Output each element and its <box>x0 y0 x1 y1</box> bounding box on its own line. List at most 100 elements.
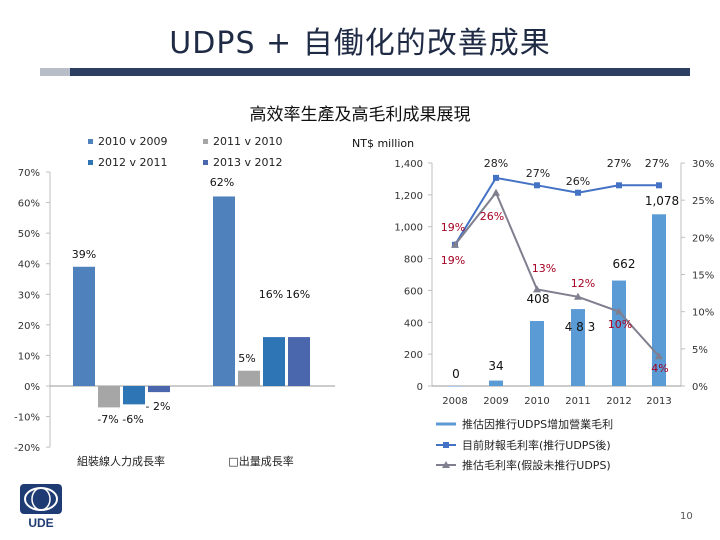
left-bar-2-4 <box>288 337 310 386</box>
right-legend-label: 推估毛利率(假設未推行UDPS) <box>462 458 611 472</box>
right-line-2-marker <box>615 307 623 315</box>
left-y-tick-label: 0% <box>24 382 40 393</box>
left-legend-swatch <box>88 139 93 144</box>
title-underline-accent <box>40 68 70 76</box>
page-title: UDPS + 自働化的改善成果 <box>169 26 551 61</box>
left-legend-swatch <box>88 160 93 165</box>
right-line-1 <box>454 176 659 246</box>
right-line-1-marker <box>575 189 581 196</box>
left-data-label: 5% <box>238 352 255 365</box>
right-x-tick-label: 2010 <box>524 396 549 407</box>
right-legend-marker-1 <box>443 442 449 448</box>
left-bar-2-1 <box>213 196 235 386</box>
left-bar-2-3 <box>263 337 285 386</box>
right-line-2-marker <box>533 285 541 293</box>
left-bar-1-1 <box>73 266 95 386</box>
right-bar-label: 4 8 3 <box>565 320 596 334</box>
right-y-left-tick-label: 200 <box>404 350 423 361</box>
right-y-left-tick-label: 1,000 <box>394 223 423 234</box>
right-line-2-label: 19% <box>441 254 465 267</box>
right-y-left-tick-label: 800 <box>404 255 423 266</box>
right-unit-label: NT$ million <box>352 137 414 150</box>
right-y-left-tick-label: 0 <box>417 382 423 393</box>
left-data-label: 16% <box>286 288 310 301</box>
right-line-1-marker <box>656 182 662 189</box>
left-bar-1-3 <box>123 386 145 405</box>
right-y-left-tick-label: 1,400 <box>394 159 423 170</box>
right-line-1-label: 26% <box>566 175 590 188</box>
right-line-2-label: 26% <box>480 210 504 223</box>
right-bar-2009 <box>489 380 503 386</box>
right-x-tick-label: 2013 <box>646 396 671 407</box>
left-y-tick-label: 60% <box>18 199 40 210</box>
right-y-right-tick-label: 20% <box>692 233 714 244</box>
left-legend-label: 2010 v 2009 <box>98 135 168 148</box>
left-y-tick-label: -20% <box>14 443 40 454</box>
right-x-tick-label: 2009 <box>483 396 508 407</box>
right-legend-marker-2 <box>442 461 450 468</box>
right-bar-2013 <box>652 214 666 386</box>
right-line-2-label: 12% <box>571 277 595 290</box>
left-bar-2-2 <box>238 370 260 386</box>
right-line-1-label: 28% <box>484 157 508 170</box>
right-bar-2011 <box>571 309 585 386</box>
right-bar-2010 <box>530 321 544 386</box>
left-data-label: -6% <box>122 413 143 426</box>
right-line-2-label: 4% <box>651 362 668 375</box>
right-line-2-marker <box>574 292 582 300</box>
left-legend-label: 2012 v 2011 <box>98 156 168 169</box>
page-subtitle: 高效率生產及高毛利成果展現 <box>249 105 471 125</box>
left-data-label: 16% <box>259 288 283 301</box>
right-y-right-tick-label: 10% <box>692 308 714 319</box>
right-line-1-marker <box>534 182 540 189</box>
left-data-label: - 2% <box>146 400 171 413</box>
right-bar-label: 408 <box>527 292 550 306</box>
right-legend-label: 推估因推行UDPS增加營業毛利 <box>462 417 613 431</box>
right-bar-label: 1,078 <box>645 194 679 208</box>
left-y-tick-label: 50% <box>18 229 40 240</box>
left-data-label: 39% <box>72 248 96 261</box>
right-y-right-tick-label: 25% <box>692 196 714 207</box>
left-category-label: □出量成長率 <box>228 454 293 468</box>
right-line-1-label: 19% <box>441 221 465 234</box>
right-bar-2012 <box>612 280 626 386</box>
right-line-2 <box>454 190 660 357</box>
left-y-tick-label: 40% <box>18 260 40 271</box>
right-line-1-marker <box>616 182 622 189</box>
right-legend-label: 目前財報毛利率(推行UDPS後) <box>462 438 611 452</box>
right-y-right-tick-label: 30% <box>692 159 714 170</box>
logo-text: UDE <box>28 516 53 530</box>
right-line-1-label: 27% <box>607 157 631 170</box>
left-legend-swatch <box>203 160 208 165</box>
left-data-label: -7% <box>97 413 118 426</box>
right-y-left-tick-label: 600 <box>404 286 423 297</box>
right-line-2-marker <box>655 352 663 360</box>
right-bar-2008 <box>448 386 462 387</box>
title-underline <box>40 68 690 76</box>
left-legend-swatch <box>203 139 208 144</box>
right-y-left-tick-label: 1,200 <box>394 191 423 202</box>
left-data-label: 62% <box>210 176 234 189</box>
right-x-tick-label: 2011 <box>565 396 590 407</box>
right-line-2-label: 10% <box>608 318 632 331</box>
right-line-1-label: 27% <box>645 157 669 170</box>
left-y-tick-label: 70% <box>18 168 40 179</box>
right-bar-label: 0 <box>452 367 460 381</box>
right-x-tick-label: 2012 <box>606 396 631 407</box>
left-bar-1-2 <box>98 386 120 408</box>
right-y-left-tick-label: 400 <box>404 318 423 329</box>
right-y-right-tick-label: 5% <box>692 345 708 356</box>
right-line-1-marker <box>493 174 499 181</box>
left-category-label: 組裝線人力成長率 <box>77 454 165 468</box>
right-line-1-label: 27% <box>526 167 550 180</box>
left-y-tick-label: -10% <box>14 413 40 424</box>
right-line-2-marker <box>451 240 459 248</box>
left-y-tick-label: 30% <box>18 290 40 301</box>
right-x-tick-label: 2008 <box>442 396 467 407</box>
left-legend-label: 2013 v 2012 <box>213 156 283 169</box>
ude-logo: UDE <box>20 484 62 530</box>
page-number: 10 <box>680 511 693 522</box>
left-bar-1-4 <box>148 386 170 393</box>
right-bar-label: 34 <box>488 359 503 373</box>
